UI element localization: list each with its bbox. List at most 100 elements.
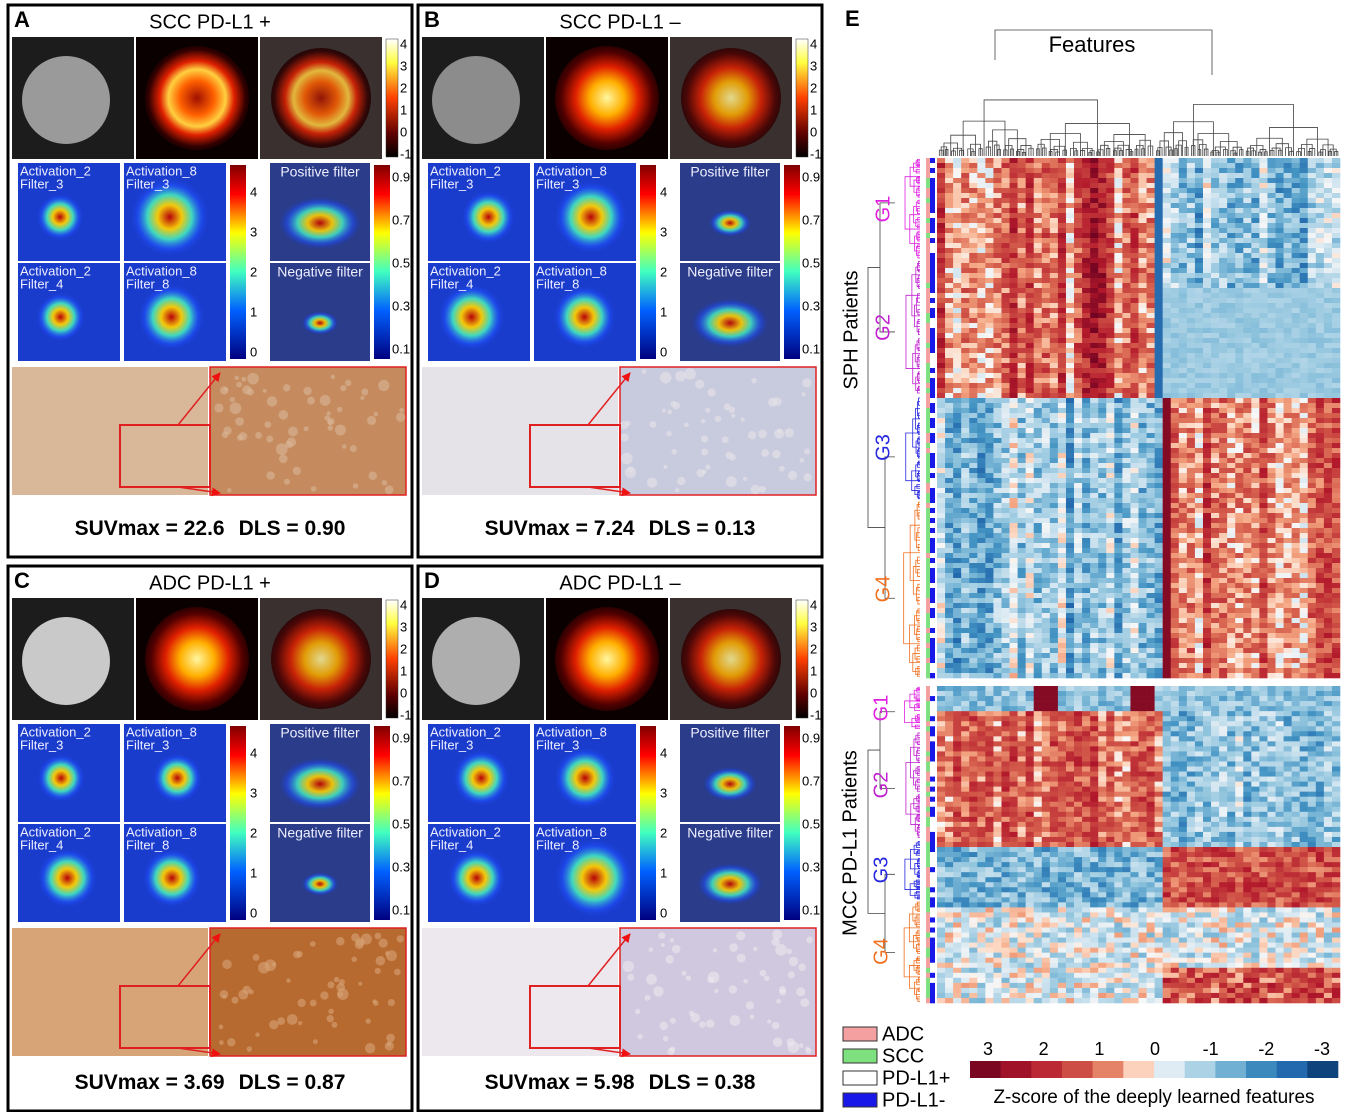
filter-tick-label: 0.3	[802, 298, 820, 313]
heatmap-cell	[1074, 408, 1082, 413]
heatmap-cell	[1074, 448, 1082, 453]
heatmap-cell	[1203, 208, 1211, 213]
heatmap-cell	[1267, 323, 1275, 328]
heatmap-cell	[1187, 488, 1195, 493]
histology-image	[422, 928, 618, 1056]
heatmap-cell	[1066, 348, 1074, 353]
heatmap-cell	[1058, 223, 1066, 228]
heatmap-cell	[993, 523, 1001, 528]
heatmap-cell	[1147, 353, 1155, 358]
pet-tick-label: -1	[400, 146, 412, 161]
heatmap-cell	[977, 458, 985, 463]
heatmap-cell	[1292, 248, 1300, 253]
heatmap-cell	[1082, 548, 1090, 553]
heatmap-cell	[1267, 518, 1275, 523]
heatmap-cell	[1042, 338, 1050, 343]
heatmap-cell	[1227, 158, 1235, 163]
heatmap-cell	[945, 313, 953, 318]
activation-tick-label: 3	[660, 785, 667, 800]
heatmap-cell	[1308, 553, 1316, 558]
heatmap-cell	[1227, 283, 1235, 288]
heatmap-cell	[1227, 258, 1235, 263]
heatmap-cell	[969, 318, 977, 323]
histology-texture	[372, 999, 376, 1003]
heatmap-cell	[1130, 328, 1138, 333]
heatmap-cell	[945, 543, 953, 548]
heatmap-cell	[1074, 198, 1082, 203]
heatmap-cell	[1259, 423, 1267, 428]
heatmap-cell	[1034, 168, 1042, 173]
heatmap-cell	[1187, 553, 1195, 558]
heatmap-cell	[1090, 403, 1098, 408]
heatmap-cell	[953, 183, 961, 188]
heatmap-cell	[1276, 468, 1284, 473]
heatmap-cell	[1018, 203, 1026, 208]
heatmap-cell	[985, 253, 993, 258]
heatmap-cell	[1235, 258, 1243, 263]
histology-texture	[729, 943, 738, 952]
heatmap-cell	[945, 363, 953, 368]
heatmap-cell	[1001, 198, 1009, 203]
heatmap-cell	[1163, 553, 1171, 558]
heatmap-cell	[953, 178, 961, 183]
heatmap-cell	[1147, 278, 1155, 283]
pet-colorbar	[796, 39, 808, 157]
heatmap-cell	[1332, 178, 1340, 183]
heatmap-cell	[945, 373, 953, 378]
heatmap-cell	[1139, 208, 1147, 213]
heatmap-cell	[1122, 303, 1130, 308]
heatmap-cell	[1042, 163, 1050, 168]
heatmap-cell	[1284, 283, 1292, 288]
heatmap-cell	[1058, 433, 1066, 438]
heatmap-cell	[1259, 533, 1267, 538]
histology-texture	[635, 1009, 640, 1014]
heatmap-cell	[1058, 353, 1066, 358]
heatmap-cell	[1018, 173, 1026, 178]
panel-footer: SUVmax = 22.6DLS = 0.90	[75, 517, 346, 540]
heatmap-cell	[945, 333, 953, 338]
heatmap-cell	[1284, 443, 1292, 448]
histology-texture	[219, 1040, 224, 1045]
heatmap-cell	[1163, 563, 1171, 568]
heatmap-cell	[937, 343, 945, 348]
heatmap-cell	[1001, 248, 1009, 253]
heatmap-cell	[1227, 418, 1235, 423]
heatmap-cell	[985, 348, 993, 353]
heatmap-cell	[1292, 228, 1300, 233]
heatmap-cell	[1098, 398, 1106, 403]
heatmap-cell	[945, 178, 953, 183]
heatmap-cell	[1147, 463, 1155, 468]
histology-texture	[264, 421, 271, 428]
heatmap-cell	[1147, 398, 1155, 403]
heatmap-cell	[969, 518, 977, 523]
heatmap-cell	[1179, 253, 1187, 258]
heatmap-cell	[1276, 428, 1284, 433]
heatmap-cell	[1243, 173, 1251, 178]
heatmap-cell	[1243, 488, 1251, 493]
heatmap-cell	[945, 278, 953, 283]
histology-texture	[247, 1046, 253, 1052]
heatmap-cell	[1316, 233, 1324, 238]
heatmap-cell	[985, 353, 993, 358]
heatmap-cell	[1171, 493, 1179, 498]
heatmap-cell	[1090, 238, 1098, 243]
heatmap-cell	[1316, 443, 1324, 448]
heatmap-cell	[1300, 563, 1308, 568]
heatmap-cell	[1090, 438, 1098, 443]
heatmap-cell	[1058, 263, 1066, 268]
heatmap-cell	[1171, 373, 1179, 378]
heatmap-cell	[1267, 218, 1275, 223]
heatmap-cell	[1284, 343, 1292, 348]
heatmap-cell	[1155, 198, 1163, 203]
heatmap-cell	[1300, 233, 1308, 238]
heatmap-cell	[1276, 293, 1284, 298]
heatmap-cell	[1122, 273, 1130, 278]
heatmap-cell	[1308, 398, 1316, 403]
heatmap-cell	[937, 208, 945, 213]
heatmap-cell	[1001, 218, 1009, 223]
heatmap-cell	[969, 393, 977, 398]
heatmap-cell	[1292, 323, 1300, 328]
heatmap-cell	[1284, 483, 1292, 488]
heatmap-cell	[1066, 298, 1074, 303]
heatmap-cell	[1163, 263, 1171, 268]
